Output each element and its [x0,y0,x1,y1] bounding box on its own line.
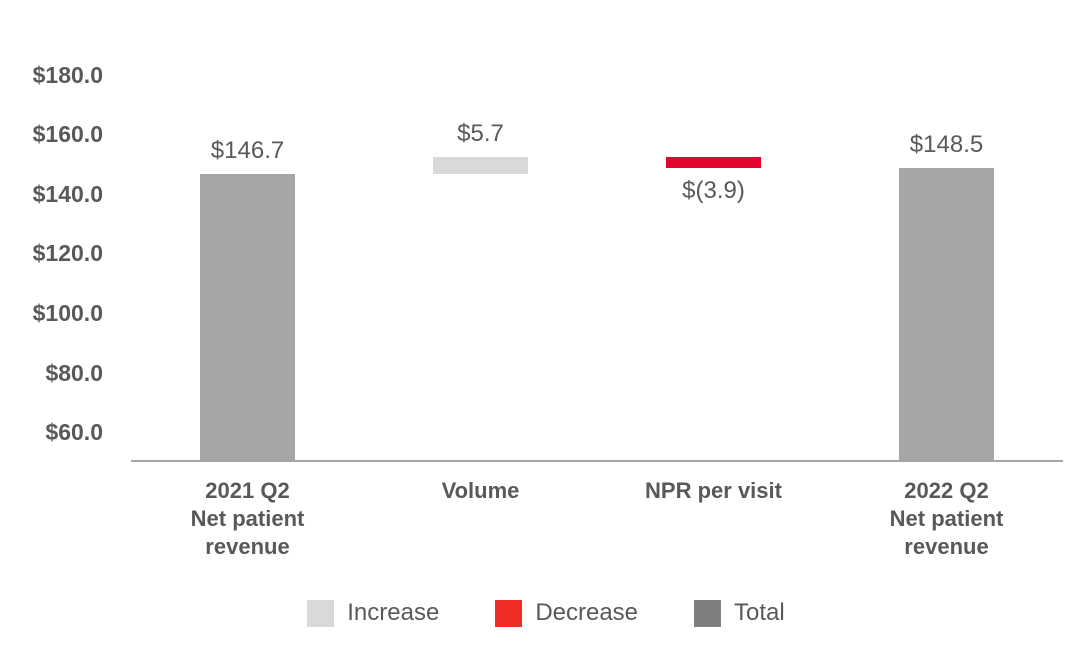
category-label-volume: Volume [441,478,520,503]
legend-item-decrease: Decrease [495,598,638,628]
bar-2021-q2-net-patient-revenue [200,173,295,460]
bar-value-label: $146.7 [210,136,285,164]
legend-label: Increase [347,599,440,626]
category-label-2022-q2-net-patient-revenue: 2022 Q2 Net patient revenue [889,478,1004,559]
legend-label: Total [734,599,785,626]
bar-npr-per-visit [666,156,761,169]
bar-value-label: $148.5 [909,131,984,159]
legend-label: Decrease [535,599,639,626]
bar-value-label: $5.7 [457,119,504,147]
legend-swatch-decrease [495,599,523,627]
legend-swatch-total [694,599,722,627]
y-axis-tick-label: $60.0 [45,419,103,446]
bar-volume [433,156,528,174]
y-axis-tick-label: $80.0 [45,359,103,386]
x-axis-line [131,460,1063,462]
category-label-npr-per-visit: NPR per visit [645,478,782,503]
bar-2022-q2-net-patient-revenue [899,168,994,460]
legend-swatch-increase [307,599,335,627]
y-axis-tick-label: $140.0 [32,180,103,207]
legend-item-total: Total [694,598,785,628]
y-axis-tick-label: $160.0 [32,121,103,148]
category-label-2021-q2-net-patient-revenue: 2021 Q2 Net patient revenue [190,478,305,559]
legend-item-increase: Increase [307,598,439,628]
y-axis-tick-label: $120.0 [32,240,103,267]
y-axis-tick-label: $100.0 [32,300,103,326]
bar-value-label: $(3.9) [682,177,745,205]
y-axis-tick-label: $180.0 [32,61,103,88]
chart-legend: Increase Decrease Total [0,598,1092,628]
